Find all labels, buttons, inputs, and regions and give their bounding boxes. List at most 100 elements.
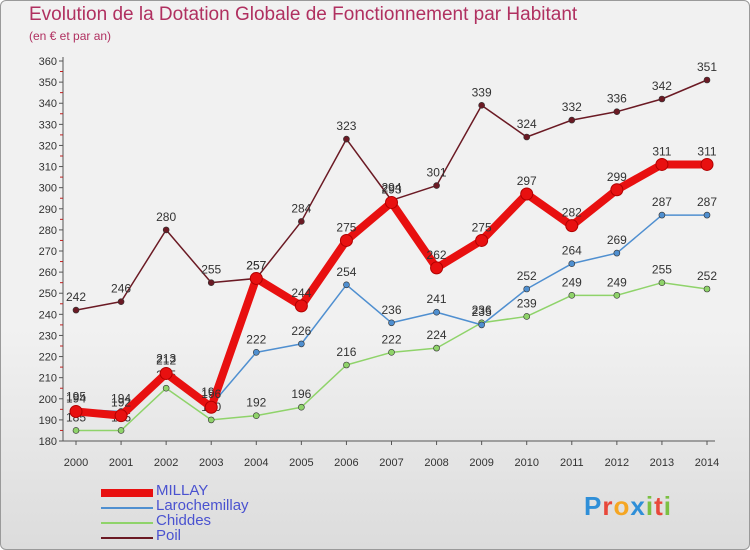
- x-tick-label: 2014: [695, 457, 719, 469]
- data-label-larochemillay: 236: [381, 303, 401, 317]
- data-point-millay: [430, 261, 444, 275]
- data-point-poil: [478, 102, 485, 109]
- data-label-millay: 262: [427, 248, 447, 262]
- data-label-larochemillay: 235: [472, 305, 492, 319]
- data-point-chiddes: [568, 292, 576, 299]
- data-point-millay: [655, 157, 669, 171]
- data-point-poil: [162, 226, 170, 234]
- data-label-millay: 297: [517, 174, 537, 188]
- brand-letter: x: [630, 491, 646, 521]
- data-point-poil: [117, 298, 125, 305]
- data-point-poil: [613, 108, 621, 115]
- data-label-chiddes: 239: [517, 296, 537, 310]
- data-label-larochemillay: 195: [66, 389, 86, 403]
- y-tick-label: 210: [39, 373, 57, 385]
- data-label-larochemillay: 226: [291, 324, 311, 338]
- data-point-chiddes: [613, 292, 621, 299]
- legend-label: Chiddes: [156, 512, 212, 529]
- data-point-chiddes: [523, 313, 531, 320]
- x-tick-label: 2000: [64, 457, 88, 469]
- data-label-poil: 301: [427, 166, 447, 180]
- x-tick-label: 2001: [109, 457, 133, 469]
- x-tick-label: 2003: [199, 457, 223, 469]
- data-point-chiddes: [252, 412, 260, 419]
- data-point-millay: [565, 219, 579, 233]
- x-tick-label: 2002: [154, 457, 178, 469]
- data-point-larochemillay: [298, 340, 305, 348]
- data-point-poil: [433, 182, 440, 189]
- brand-logo: Proxiti: [584, 491, 672, 522]
- data-label-larochemillay: 287: [697, 195, 717, 209]
- data-point-chiddes: [343, 361, 350, 369]
- data-point-millay: [520, 187, 534, 201]
- data-point-millay: [249, 271, 263, 285]
- legend-label: Poil: [156, 527, 182, 544]
- data-label-larochemillay: 264: [562, 244, 582, 258]
- data-label-chiddes: 249: [607, 275, 627, 289]
- legend-swatch: [101, 488, 153, 497]
- data-label-millay: 275: [336, 220, 356, 234]
- data-point-millay: [339, 233, 353, 247]
- data-point-larochemillay: [478, 321, 485, 329]
- data-point-poil: [207, 279, 215, 286]
- data-label-poil: 255: [201, 263, 221, 277]
- brand-letter: i: [645, 491, 655, 521]
- data-point-millay: [700, 157, 714, 171]
- data-point-poil: [72, 306, 80, 314]
- data-label-larochemillay: 213: [156, 351, 176, 365]
- data-label-chiddes: 255: [652, 263, 672, 277]
- data-label-larochemillay: 222: [246, 332, 266, 346]
- data-point-larochemillay: [703, 211, 711, 219]
- legend-label: Larochemillay: [156, 497, 249, 514]
- brand-letter: i: [663, 491, 672, 521]
- data-point-chiddes: [298, 403, 305, 411]
- data-point-larochemillay: [252, 349, 260, 356]
- data-point-chiddes: [72, 427, 80, 434]
- x-tick-label: 2007: [379, 457, 403, 469]
- data-label-larochemillay: 269: [607, 233, 627, 247]
- data-label-larochemillay: 287: [652, 195, 672, 209]
- data-label-chiddes: 196: [291, 387, 311, 401]
- y-tick-label: 340: [39, 98, 57, 110]
- x-tick-label: 2012: [605, 457, 629, 469]
- data-point-chiddes: [433, 344, 440, 352]
- y-tick-label: 190: [39, 415, 57, 427]
- data-point-larochemillay: [568, 260, 576, 267]
- y-tick-label: 250: [39, 288, 57, 300]
- data-label-millay: 275: [472, 220, 492, 234]
- data-label-chiddes: 222: [381, 332, 401, 346]
- y-tick-label: 240: [39, 309, 57, 321]
- x-tick-label: 2011: [560, 457, 584, 469]
- data-point-larochemillay: [658, 211, 666, 219]
- brand-letter: r: [602, 491, 614, 521]
- data-point-millay: [159, 366, 173, 380]
- data-label-millay: 299: [607, 170, 627, 184]
- data-point-poil: [703, 76, 711, 84]
- data-point-millay: [610, 183, 624, 197]
- data-point-millay: [69, 404, 83, 418]
- data-label-millay: 293: [381, 182, 401, 196]
- data-point-poil: [658, 95, 666, 103]
- data-point-poil: [523, 133, 531, 141]
- data-point-millay: [114, 409, 128, 423]
- data-label-poil: 351: [697, 60, 717, 74]
- x-tick-label: 2013: [650, 457, 674, 469]
- chart-title: Evolution de la Dotation Globale de Fonc…: [29, 4, 578, 25]
- line-chart: 180 190 200 210 220 230 240 250 260 270 280 290 300 3…: [39, 56, 720, 469]
- data-point-chiddes: [388, 349, 395, 356]
- data-label-poil: 242: [66, 290, 86, 304]
- data-label-poil: 336: [607, 92, 627, 106]
- data-label-poil: 339: [472, 85, 492, 99]
- y-tick-label: 220: [39, 352, 57, 364]
- y-tick-label: 280: [39, 225, 57, 237]
- y-tick-label: 320: [39, 140, 57, 152]
- y-tick-label: 260: [39, 267, 57, 279]
- chart-subtitle: (en € et par an): [29, 29, 112, 43]
- data-point-chiddes: [117, 427, 125, 434]
- data-label-millay: 196: [201, 387, 221, 401]
- data-label-poil: 246: [111, 282, 131, 296]
- x-tick-label: 2009: [469, 457, 493, 469]
- data-point-chiddes: [658, 279, 666, 286]
- data-point-larochemillay: [523, 285, 531, 293]
- data-label-larochemillay: 254: [336, 265, 356, 279]
